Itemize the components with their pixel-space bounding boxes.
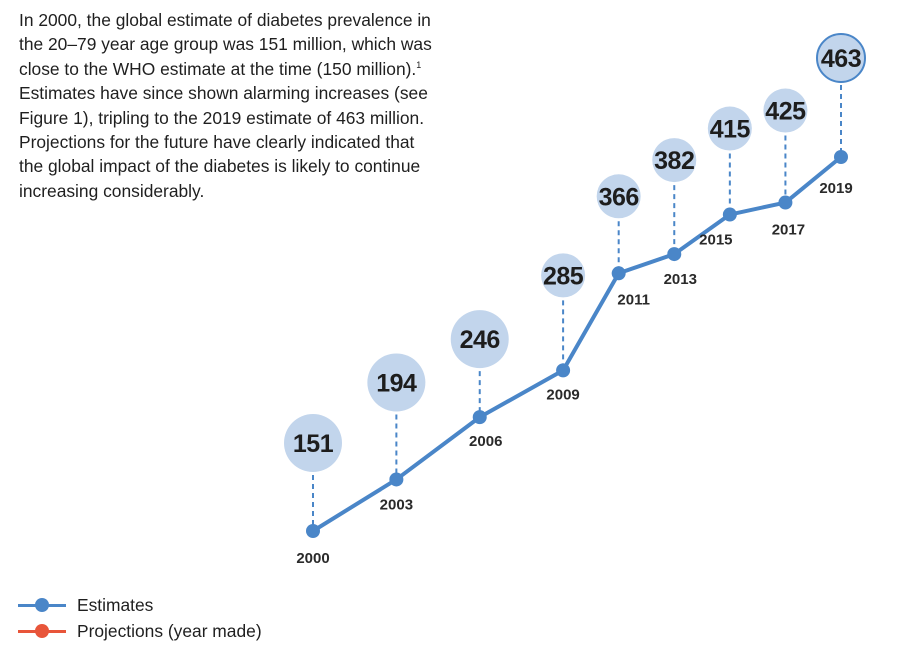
value-bubble-2017 bbox=[763, 88, 808, 133]
legend-label-estimates: Estimates bbox=[77, 594, 154, 615]
year-label-2006: 2006 bbox=[469, 433, 502, 450]
data-point-2000 bbox=[306, 524, 320, 538]
value-label-2015: 415 bbox=[710, 116, 751, 144]
value-bubble-2009 bbox=[541, 253, 586, 298]
footnote-ref: 1 bbox=[416, 60, 422, 71]
value-label-2019: 463 bbox=[821, 45, 861, 73]
year-label-2011: 2011 bbox=[617, 291, 650, 308]
value-label-2011: 366 bbox=[599, 183, 639, 211]
legend-label-projections: Projections (year made) bbox=[77, 620, 262, 641]
intro-paragraph: In 2000, the global estimate of diabetes… bbox=[19, 8, 439, 203]
data-point-2006 bbox=[472, 410, 487, 425]
legend-swatch-estimates bbox=[18, 598, 66, 612]
data-point-2019 bbox=[834, 150, 848, 164]
data-point-2009 bbox=[556, 363, 571, 378]
value-bubble-2011 bbox=[596, 174, 641, 219]
value-label-2009: 285 bbox=[543, 262, 584, 290]
year-label-2015: 2015 bbox=[699, 232, 732, 249]
intro-text: In 2000, the global estimate of diabetes… bbox=[19, 10, 432, 79]
value-label-2003: 194 bbox=[376, 369, 417, 397]
legend: Estimates Projections (year made) bbox=[18, 592, 262, 644]
data-point-2013 bbox=[667, 247, 682, 262]
value-label-2000: 151 bbox=[293, 430, 334, 458]
value-bubble-2015 bbox=[707, 106, 752, 151]
value-label-2013: 382 bbox=[654, 147, 694, 175]
intro-text-continued: Estimates have since shown alarming incr… bbox=[19, 83, 428, 201]
value-bubble-2006 bbox=[450, 310, 509, 369]
legend-item-estimates: Estimates bbox=[18, 592, 262, 618]
data-point-2017 bbox=[778, 195, 793, 210]
data-point-2003 bbox=[389, 472, 404, 487]
data-point-2011 bbox=[611, 266, 626, 281]
year-label-2009: 2009 bbox=[546, 386, 579, 403]
data-point-2015 bbox=[722, 207, 737, 222]
year-label-2019: 2019 bbox=[819, 180, 852, 197]
year-label-2013: 2013 bbox=[664, 271, 697, 288]
value-label-2006: 246 bbox=[460, 326, 500, 354]
estimates-series bbox=[306, 150, 848, 538]
value-bubbles: 151 194 246 285 366 382 415 425 463 bbox=[284, 33, 866, 472]
connector-lines bbox=[312, 85, 842, 525]
year-label-2003: 2003 bbox=[380, 496, 413, 513]
value-bubble-2019 bbox=[816, 33, 866, 83]
year-label-2017: 2017 bbox=[772, 222, 805, 239]
legend-item-projections: Projections (year made) bbox=[18, 618, 262, 644]
value-bubble-2013 bbox=[652, 138, 697, 183]
value-label-2017: 425 bbox=[765, 98, 806, 126]
year-labels: 2000 2003 2006 2009 2011 2013 2015 2017 2019 bbox=[296, 180, 852, 567]
value-bubble-2003 bbox=[367, 353, 426, 412]
year-label-2000: 2000 bbox=[296, 550, 329, 567]
value-bubble-2000 bbox=[284, 414, 342, 472]
legend-swatch-projections bbox=[18, 624, 66, 638]
